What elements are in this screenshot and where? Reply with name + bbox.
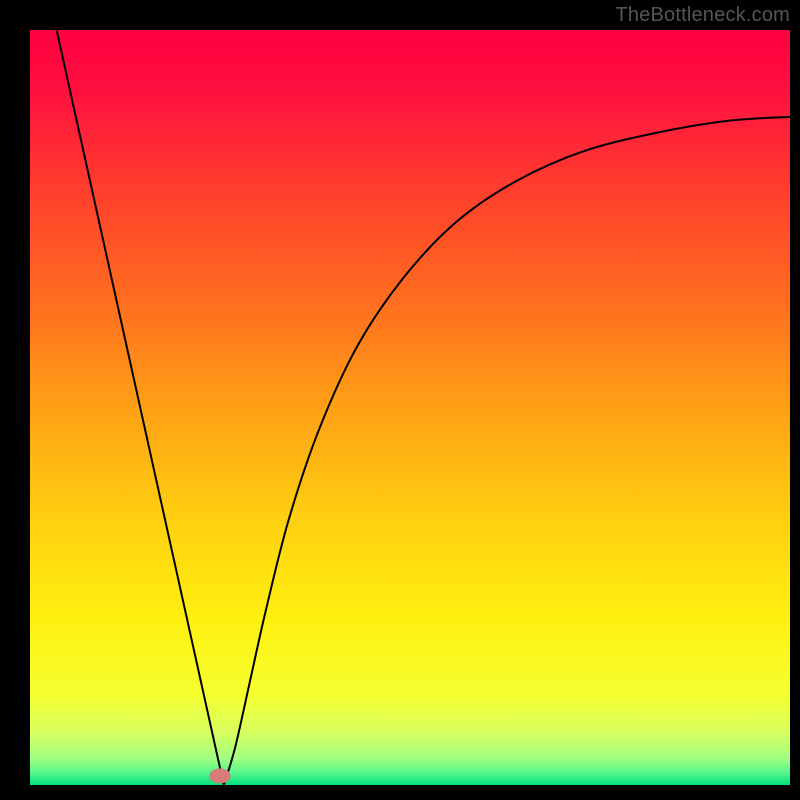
bottleneck-chart bbox=[30, 30, 790, 785]
frame-bottom bbox=[0, 785, 800, 800]
gradient-background bbox=[30, 30, 790, 785]
frame-left bbox=[0, 0, 30, 800]
watermark-text: TheBottleneck.com bbox=[615, 4, 790, 27]
frame-right bbox=[790, 0, 800, 800]
optimum-marker bbox=[209, 768, 230, 783]
